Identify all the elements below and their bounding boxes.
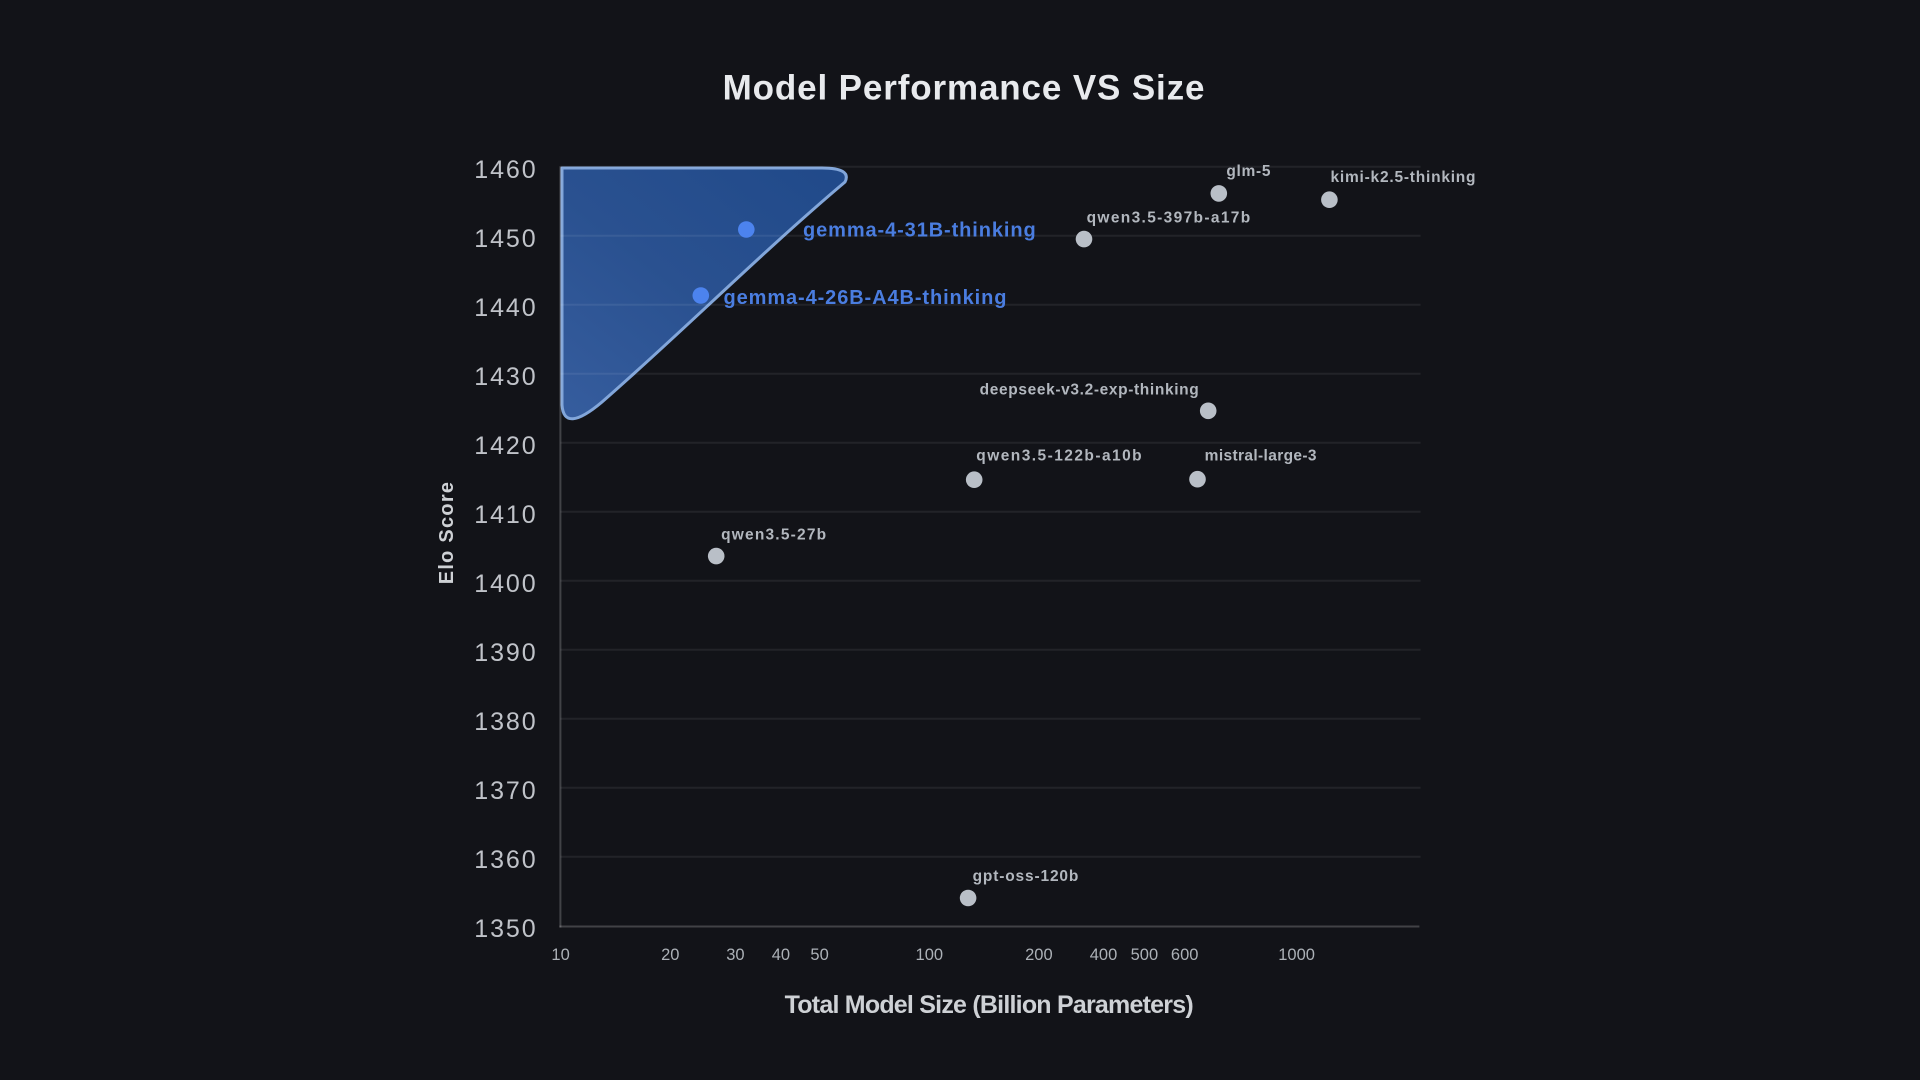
svg-text:Total Model Size (Billion Para: Total Model Size (Billion Parameters) <box>785 991 1194 1019</box>
svg-text:50: 50 <box>810 946 828 964</box>
svg-text:20: 20 <box>661 946 679 964</box>
svg-text:1400: 1400 <box>474 570 537 598</box>
svg-text:Elo Score: Elo Score <box>436 481 458 585</box>
svg-text:Model Performance VS Size: Model Performance VS Size <box>723 69 1206 108</box>
svg-text:600: 600 <box>1171 946 1199 964</box>
svg-text:400: 400 <box>1090 946 1118 964</box>
svg-text:deepseek-v3.2-exp-thinking: deepseek-v3.2-exp-thinking <box>980 382 1200 399</box>
svg-text:100: 100 <box>916 946 944 964</box>
svg-text:qwen3.5-122b-a10b: qwen3.5-122b-a10b <box>976 448 1143 465</box>
svg-text:10: 10 <box>551 946 569 964</box>
svg-text:1380: 1380 <box>474 708 537 736</box>
svg-text:gpt-oss-120b: gpt-oss-120b <box>973 868 1080 885</box>
svg-text:kimi-k2.5-thinking: kimi-k2.5-thinking <box>1330 169 1476 186</box>
svg-text:1440: 1440 <box>474 294 537 322</box>
svg-text:1360: 1360 <box>474 846 537 874</box>
svg-text:gemma-4-26B-A4B-thinking: gemma-4-26B-A4B-thinking <box>724 287 1008 309</box>
svg-text:mistral-large-3: mistral-large-3 <box>1205 448 1317 465</box>
svg-text:1000: 1000 <box>1278 946 1315 964</box>
svg-text:200: 200 <box>1025 946 1053 964</box>
svg-text:500: 500 <box>1131 946 1159 964</box>
svg-text:qwen3.5-397b-a17b: qwen3.5-397b-a17b <box>1087 209 1252 226</box>
svg-text:40: 40 <box>772 946 790 964</box>
svg-text:1390: 1390 <box>474 639 537 667</box>
svg-text:1460: 1460 <box>474 156 537 184</box>
svg-text:1370: 1370 <box>474 777 537 805</box>
svg-text:gemma-4-31B-thinking: gemma-4-31B-thinking <box>803 220 1037 242</box>
svg-text:qwen3.5-27b: qwen3.5-27b <box>721 527 827 544</box>
svg-text:1420: 1420 <box>474 432 537 460</box>
svg-text:glm-5: glm-5 <box>1226 163 1271 180</box>
svg-text:30: 30 <box>726 946 744 964</box>
svg-text:1430: 1430 <box>474 363 537 391</box>
svg-text:1350: 1350 <box>474 915 537 943</box>
svg-text:1450: 1450 <box>474 225 537 253</box>
svg-text:1410: 1410 <box>474 501 537 529</box>
